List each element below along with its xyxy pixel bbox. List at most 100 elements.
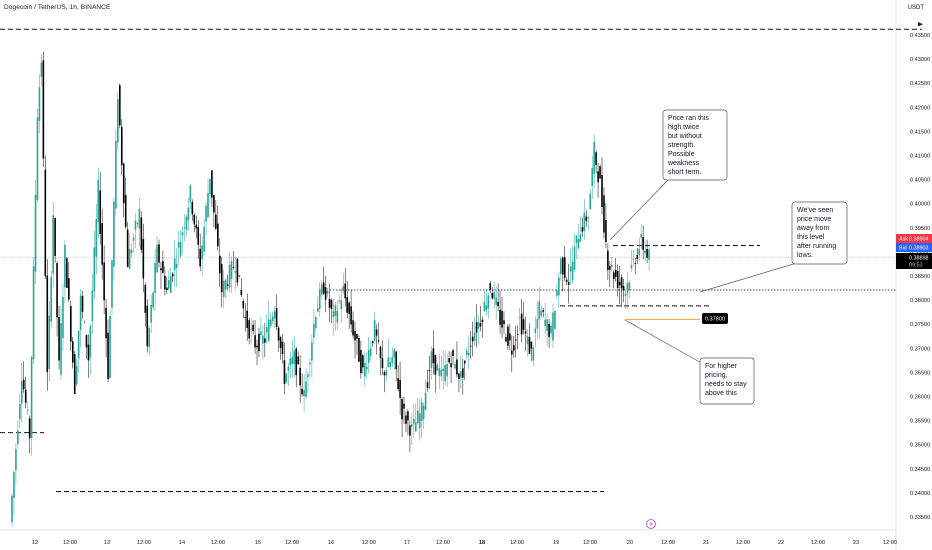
time-tick-label: 12:00 [63, 540, 77, 546]
candle-body [207, 193, 209, 218]
candle-body [42, 60, 45, 159]
time-tick-label: 12:00 [510, 540, 524, 546]
time-tick-label: 12:00 [736, 540, 750, 546]
candle-body [530, 341, 533, 349]
candle-body [505, 337, 507, 342]
candle-body [87, 344, 90, 361]
candle-body [585, 216, 588, 221]
candle-body [273, 311, 276, 319]
candle-body [38, 87, 41, 121]
candle-body [260, 331, 262, 336]
time-tick-label: 23 [853, 540, 859, 546]
candle-body [383, 371, 386, 376]
candle-body [440, 369, 443, 377]
candle-body [213, 195, 215, 213]
candle-body [315, 316, 317, 329]
candle-body [258, 333, 260, 352]
candle-body [348, 302, 350, 314]
candle-body [181, 231, 184, 236]
candle-body [493, 292, 495, 299]
candle-body [152, 292, 154, 308]
annotation-weakness: Price ran this high twice but without stren… [609, 109, 728, 241]
arrow-icon [918, 22, 923, 27]
candle-body [646, 248, 648, 258]
time-tick-label: 12:00 [883, 540, 897, 546]
candle-body [281, 341, 284, 355]
time-tick-label: 19 [553, 540, 559, 546]
candle-body [62, 297, 64, 339]
candle-body [234, 270, 237, 273]
candle-body [89, 325, 92, 358]
candle-body [32, 266, 35, 360]
candle-body [330, 300, 333, 309]
candle-body [375, 329, 378, 336]
candle-body [377, 340, 380, 342]
candles-group [11, 51, 650, 527]
candle-body [266, 327, 268, 333]
candle-body [83, 321, 86, 323]
candle-body [295, 348, 298, 376]
annotation-stay-text: For higher pricing, needs to stay above thi… [705, 363, 747, 397]
candle-body [140, 217, 143, 250]
candle-body [316, 308, 319, 312]
candle-body [622, 285, 625, 291]
candle-body [226, 284, 229, 286]
candle-body [197, 227, 200, 245]
candle-body [269, 319, 272, 326]
candle-body [334, 305, 337, 316]
candle-body [252, 324, 254, 332]
candle-body [103, 262, 105, 301]
annotation-stay: For higher pricing, needs to stay above thi… [624, 319, 755, 405]
candle-body [460, 371, 462, 378]
candle-body [601, 175, 603, 207]
candle-body [428, 369, 431, 372]
candle-body [528, 337, 531, 354]
price-tick-label: 0.39000 [910, 250, 930, 256]
candle-body [391, 357, 394, 364]
currency-label: USDT [907, 5, 924, 11]
candle-body [648, 249, 650, 260]
candle-body [538, 301, 541, 320]
candle-body [520, 313, 523, 335]
candle-body [446, 364, 448, 377]
candle-body [156, 244, 158, 273]
candle-body [150, 305, 152, 323]
candle-body [40, 62, 43, 77]
candle-body [387, 357, 390, 368]
candle-body [222, 280, 225, 297]
candle-body [587, 217, 590, 219]
candle-body [81, 295, 84, 312]
time-tick-label: 17 [404, 540, 410, 546]
candle-body [171, 273, 174, 277]
candle-body [238, 275, 241, 278]
candle-body [630, 264, 633, 269]
candle-body [256, 345, 258, 348]
candle-body [58, 317, 60, 361]
candle-body [101, 222, 103, 265]
candle-body [293, 350, 296, 364]
candle-body [328, 298, 331, 308]
bid-tag-value: 0.38903 [909, 246, 929, 252]
candle-body [168, 280, 170, 289]
candle-body [70, 305, 72, 342]
candle-body [575, 235, 578, 243]
candle-body [371, 341, 374, 344]
candle-body [307, 374, 309, 378]
candle-body [248, 320, 250, 339]
candle-body [320, 284, 323, 295]
candle-body [264, 338, 266, 343]
candle-body [405, 415, 407, 424]
candle-body [117, 99, 119, 143]
candle-body [381, 358, 384, 369]
last-price-tag-box [896, 253, 932, 269]
time-tick-label: 12:00 [661, 540, 675, 546]
ask-tag-value: 0.38904 [909, 237, 929, 243]
price-tick-label: 0.40000 [910, 202, 930, 208]
time-tick-label: 12:00 [811, 540, 825, 546]
candle-body [301, 388, 303, 395]
candle-body [71, 341, 74, 363]
candle-body [230, 261, 233, 279]
candle-body [516, 334, 519, 335]
